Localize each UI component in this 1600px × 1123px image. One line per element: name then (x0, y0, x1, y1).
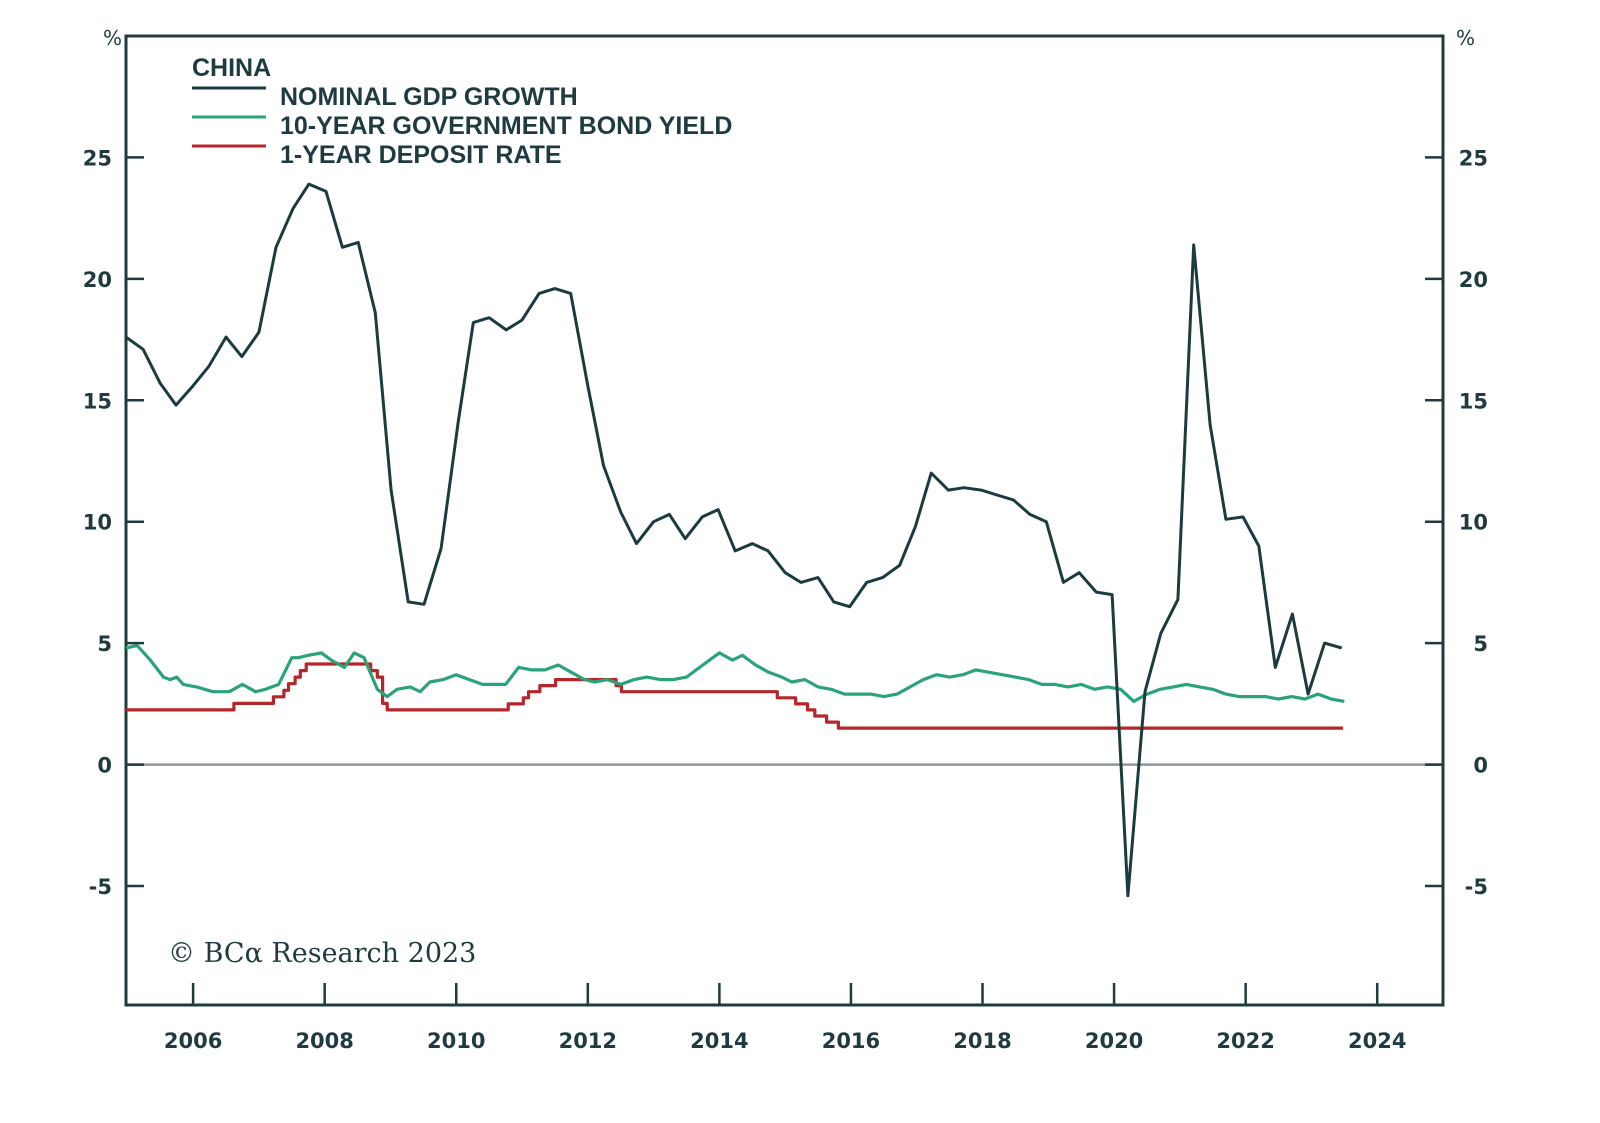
x-tick-label: 2024 (1348, 1029, 1406, 1053)
x-tick-label: 2006 (164, 1029, 222, 1053)
y-tick-label-left: 15 (83, 389, 112, 413)
legend-label-gdp: NOMINAL GDP GROWTH (280, 83, 578, 111)
chart-title: CHINA (192, 54, 271, 82)
x-tick-label: 2012 (559, 1029, 617, 1053)
x-tick-label: 2020 (1085, 1029, 1143, 1053)
right-y-axis: -5 0 5 10 15 20 25 (1425, 146, 1488, 899)
right-unit-label: % (1456, 26, 1475, 50)
y-tick-label-right: 25 (1459, 146, 1488, 170)
y-tick-label-left: 10 (83, 511, 112, 535)
x-tick-label: 2018 (953, 1029, 1011, 1053)
legend-label-deposit-rate: 1-YEAR DEPOSIT RATE (280, 141, 562, 169)
x-tick-label: 2014 (690, 1029, 748, 1053)
y-tick-label-left: -5 (89, 875, 112, 899)
y-tick-label-right: 10 (1459, 511, 1488, 535)
y-tick-label-left: 25 (83, 146, 112, 170)
series-1y-deposit-rate (126, 662, 1343, 730)
y-tick-label-left: 5 (97, 632, 112, 656)
y-tick-label-right: 0 (1473, 754, 1488, 778)
copyright-annotation: © BCα Research 2023 (168, 938, 476, 969)
series-group (125, 182, 1345, 898)
y-tick-label-left: 20 (83, 268, 112, 292)
left-y-axis: -5 0 5 10 15 20 25 (83, 146, 144, 899)
series-10y-bond-yield (125, 644, 1345, 703)
y-tick-label-right: 5 (1473, 632, 1488, 656)
left-unit-label: % (103, 26, 122, 50)
x-tick-label: 2016 (822, 1029, 880, 1053)
legend: CHINA NOMINAL GDP GROWTH 10-YEAR GOVERNM… (192, 54, 732, 169)
y-tick-label-right: -5 (1465, 875, 1488, 899)
legend-label-bond-yield: 10-YEAR GOVERNMENT BOND YIELD (280, 112, 732, 140)
x-tick-label: 2010 (427, 1029, 485, 1053)
y-tick-label-left: 0 (97, 754, 112, 778)
x-tick-label: 2022 (1216, 1029, 1274, 1053)
series-nominal-gdp-growth (125, 182, 1343, 898)
y-tick-label-right: 20 (1459, 268, 1488, 292)
x-tick-label: 2008 (295, 1029, 353, 1053)
x-axis: 2006 2008 2010 2012 2014 2016 2018 2020 2022 2024 (164, 983, 1406, 1053)
y-tick-label-right: 15 (1459, 389, 1488, 413)
